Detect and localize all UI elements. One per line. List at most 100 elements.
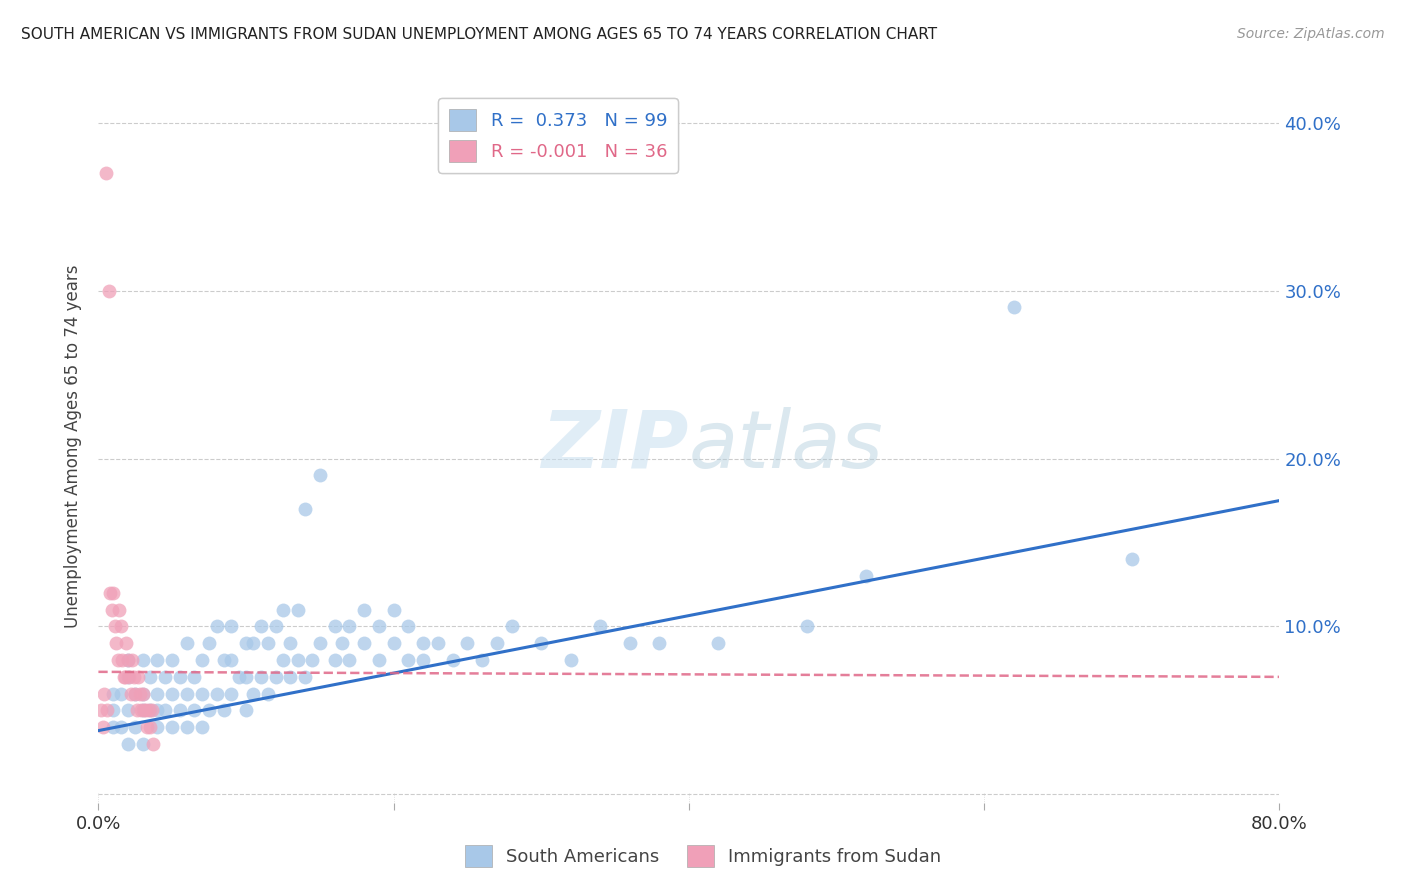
Point xyxy=(287,603,309,617)
Point xyxy=(110,619,132,633)
Point xyxy=(139,720,162,734)
Point xyxy=(235,670,257,684)
Point xyxy=(183,670,205,684)
Point xyxy=(104,619,127,633)
Point xyxy=(146,687,169,701)
Point xyxy=(110,687,132,701)
Point xyxy=(132,703,155,717)
Point xyxy=(309,468,332,483)
Point xyxy=(353,636,375,650)
Point xyxy=(107,653,129,667)
Point xyxy=(108,603,131,617)
Point xyxy=(412,653,434,667)
Point xyxy=(117,737,139,751)
Point xyxy=(221,619,243,633)
Point xyxy=(264,619,287,633)
Point xyxy=(141,703,163,717)
Point xyxy=(330,636,353,650)
Point xyxy=(120,687,142,701)
Point xyxy=(471,653,494,667)
Point xyxy=(153,703,176,717)
Point xyxy=(146,703,169,717)
Point xyxy=(301,653,323,667)
Point xyxy=(100,603,122,617)
Point xyxy=(117,670,139,684)
Point xyxy=(142,737,165,751)
Point xyxy=(294,502,316,516)
Point xyxy=(271,603,294,617)
Point xyxy=(1121,552,1143,566)
Point xyxy=(264,670,287,684)
Point xyxy=(118,670,141,684)
Point xyxy=(250,670,273,684)
Point xyxy=(257,687,280,701)
Point xyxy=(560,653,582,667)
Point xyxy=(441,653,464,667)
Point xyxy=(103,687,125,701)
Point xyxy=(110,720,132,734)
Point xyxy=(382,603,405,617)
Point xyxy=(368,619,391,633)
Point xyxy=(90,703,112,717)
Point xyxy=(146,653,169,667)
Point xyxy=(242,687,264,701)
Point xyxy=(176,687,198,701)
Point xyxy=(280,670,302,684)
Point xyxy=(235,703,257,717)
Point xyxy=(353,603,375,617)
Point xyxy=(176,720,198,734)
Point xyxy=(93,687,115,701)
Point xyxy=(183,703,205,717)
Point xyxy=(368,653,391,667)
Point xyxy=(427,636,450,650)
Text: ZIP: ZIP xyxy=(541,407,689,485)
Point xyxy=(294,670,316,684)
Point xyxy=(191,653,214,667)
Point xyxy=(98,586,121,600)
Point xyxy=(125,703,148,717)
Y-axis label: Unemployment Among Ages 65 to 74 years: Unemployment Among Ages 65 to 74 years xyxy=(65,264,83,628)
Point xyxy=(198,636,221,650)
Point xyxy=(648,636,671,650)
Point xyxy=(339,619,361,633)
Point xyxy=(287,653,309,667)
Point xyxy=(530,636,553,650)
Point xyxy=(139,703,162,717)
Point xyxy=(221,687,243,701)
Point xyxy=(136,720,159,734)
Point xyxy=(135,703,157,717)
Point xyxy=(96,703,118,717)
Point xyxy=(162,687,183,701)
Point xyxy=(235,636,257,650)
Point xyxy=(589,619,612,633)
Point xyxy=(105,636,128,650)
Point xyxy=(117,653,139,667)
Point xyxy=(339,653,361,667)
Point xyxy=(169,670,191,684)
Point xyxy=(619,636,641,650)
Point xyxy=(323,653,346,667)
Text: Source: ZipAtlas.com: Source: ZipAtlas.com xyxy=(1237,27,1385,41)
Point xyxy=(205,619,228,633)
Point xyxy=(1002,301,1025,315)
Point xyxy=(132,687,155,701)
Point xyxy=(169,703,191,717)
Point xyxy=(228,670,250,684)
Point xyxy=(707,636,730,650)
Point xyxy=(212,653,235,667)
Point xyxy=(176,636,198,650)
Point xyxy=(128,687,150,701)
Point xyxy=(132,653,155,667)
Point xyxy=(398,619,420,633)
Point xyxy=(501,619,523,633)
Point xyxy=(97,284,120,298)
Point xyxy=(121,653,143,667)
Point xyxy=(139,670,162,684)
Point xyxy=(191,687,214,701)
Point xyxy=(486,636,509,650)
Point xyxy=(91,720,114,734)
Legend: R =  0.373   N = 99, R = -0.001   N = 36: R = 0.373 N = 99, R = -0.001 N = 36 xyxy=(439,98,678,173)
Point xyxy=(242,636,264,650)
Point xyxy=(309,636,332,650)
Point xyxy=(117,653,139,667)
